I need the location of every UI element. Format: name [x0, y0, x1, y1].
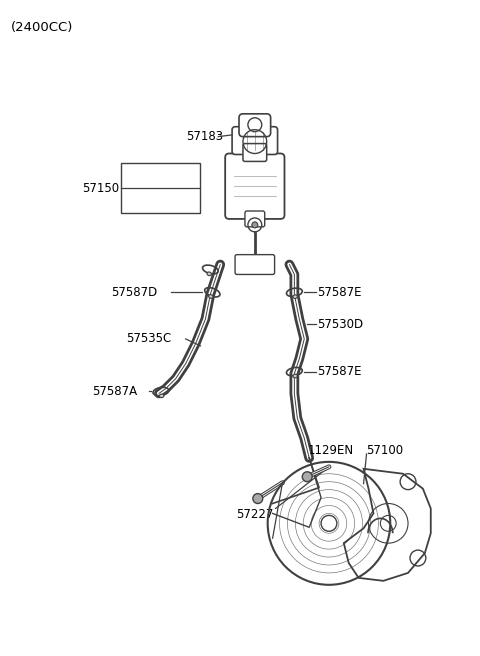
Ellipse shape [159, 394, 164, 398]
Text: 57587E: 57587E [317, 365, 361, 378]
Text: 57587E: 57587E [317, 286, 361, 298]
FancyBboxPatch shape [225, 154, 285, 219]
Text: (2400CC): (2400CC) [11, 20, 73, 33]
FancyBboxPatch shape [243, 144, 267, 161]
Text: 57100: 57100 [367, 445, 404, 457]
FancyBboxPatch shape [239, 114, 271, 136]
Text: 57183: 57183 [186, 130, 223, 143]
FancyBboxPatch shape [245, 211, 264, 227]
FancyBboxPatch shape [232, 127, 277, 154]
Ellipse shape [293, 295, 297, 298]
Text: 57587D: 57587D [111, 286, 158, 298]
FancyBboxPatch shape [235, 255, 275, 274]
Text: 57150: 57150 [82, 182, 119, 195]
Ellipse shape [209, 295, 213, 298]
Text: 1129EN: 1129EN [307, 444, 353, 457]
Circle shape [252, 222, 258, 228]
Ellipse shape [293, 374, 297, 378]
Ellipse shape [207, 272, 211, 276]
Text: 57587A: 57587A [92, 385, 137, 398]
Text: 57535C: 57535C [126, 333, 171, 346]
Circle shape [302, 472, 312, 482]
Circle shape [253, 493, 263, 504]
Text: 57227: 57227 [236, 508, 274, 522]
Text: 57530D: 57530D [317, 318, 363, 331]
